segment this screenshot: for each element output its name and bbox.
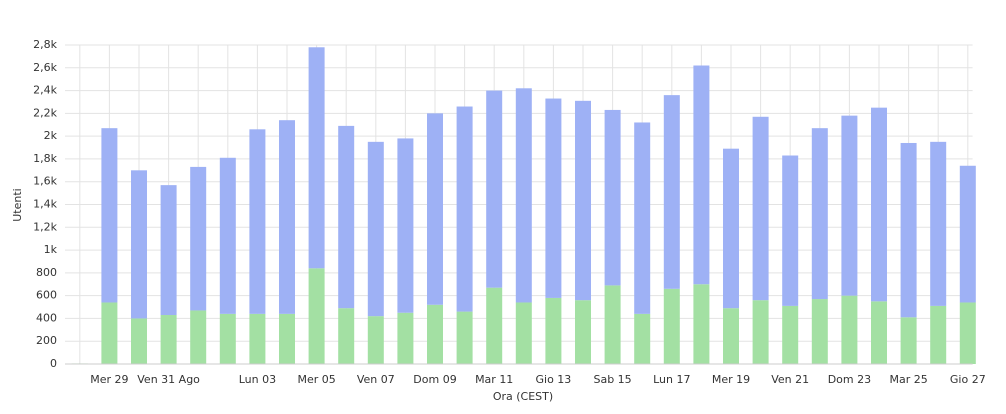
bar-segment xyxy=(279,313,295,364)
y-tick-label: 2,6k xyxy=(33,61,57,74)
y-tick-label: 2,2k xyxy=(33,106,57,119)
bar-segment xyxy=(249,313,266,364)
x-tick-label: Dom 09 xyxy=(413,373,456,386)
x-tick-label: Gio 27 xyxy=(950,373,986,386)
x-tick-label: Mar 11 xyxy=(475,373,513,386)
bar-segment xyxy=(397,138,414,313)
bar-segment xyxy=(279,120,295,314)
x-tick-label: Sab 15 xyxy=(593,373,631,386)
bar-segment xyxy=(160,315,177,364)
bar-segment xyxy=(219,157,236,314)
bar-segment xyxy=(634,122,651,314)
bar-segment xyxy=(959,165,976,303)
bar-segment xyxy=(752,116,769,301)
bar-segment xyxy=(841,115,858,296)
y-tick-label: 1,8k xyxy=(33,152,57,165)
bar-segment xyxy=(663,288,680,364)
bar-segment xyxy=(308,47,325,269)
bar-segment xyxy=(871,107,887,302)
bar-segment xyxy=(190,310,207,364)
bar-segment xyxy=(219,313,236,364)
y-tick-label: 2k xyxy=(44,129,58,142)
bar-segment xyxy=(900,142,917,318)
y-tick-label: 2,8k xyxy=(33,38,57,51)
bar-segment xyxy=(634,313,651,364)
bar-segment xyxy=(693,284,710,364)
bar-segment xyxy=(930,305,947,364)
x-tick-label: Ven 31 Ago xyxy=(137,373,200,386)
bar-segment xyxy=(959,302,976,364)
bar-segment xyxy=(160,185,177,316)
bar-segment xyxy=(575,100,591,301)
bar-segment xyxy=(693,65,710,285)
x-tick-label: Mer 05 xyxy=(297,373,335,386)
bar-segment xyxy=(723,148,739,309)
y-tick-label: 2,4k xyxy=(33,84,57,97)
y-tick-label: 600 xyxy=(36,289,57,302)
bar-segment xyxy=(663,95,680,289)
bar-segment xyxy=(545,297,562,364)
bar-segment xyxy=(249,129,266,314)
bar-segment xyxy=(367,141,384,317)
bar-segment xyxy=(397,312,414,364)
y-tick-label: 400 xyxy=(36,311,57,324)
y-tick-label: 1,2k xyxy=(33,220,57,233)
bar-segment xyxy=(101,302,118,364)
bar-segment xyxy=(515,302,532,364)
y-tick-label: 200 xyxy=(36,334,57,347)
bar-segment xyxy=(545,98,562,298)
bar-segment xyxy=(427,304,443,364)
bar-segment xyxy=(131,318,147,364)
bar-segment xyxy=(456,106,473,312)
bar-segment xyxy=(427,113,443,305)
bar-segment xyxy=(308,268,325,364)
x-tick-label: Mer 29 xyxy=(90,373,128,386)
bar-segment xyxy=(871,301,887,364)
y-tick-label: 1,4k xyxy=(33,198,57,211)
bar-segment xyxy=(782,155,799,306)
bar-segment xyxy=(723,308,739,364)
bar-segment xyxy=(515,88,532,303)
bar-segment xyxy=(811,299,828,364)
y-axis-title: Utenti xyxy=(11,188,24,221)
bar-segment xyxy=(486,90,503,288)
x-axis-title: Ora (CEST) xyxy=(493,390,553,403)
bar-segment xyxy=(841,295,858,364)
x-tick-label: Gio 13 xyxy=(535,373,571,386)
x-tick-label: Lun 03 xyxy=(239,373,276,386)
bar-segment xyxy=(101,128,118,303)
bar-segment xyxy=(190,166,207,311)
bar-segment xyxy=(486,287,503,364)
bar-segment xyxy=(811,128,828,300)
bar-segment xyxy=(367,316,384,364)
y-tick-label: 0 xyxy=(50,357,57,370)
bar-segment xyxy=(604,109,621,286)
x-tick-label: Mar 25 xyxy=(889,373,927,386)
bar-segment xyxy=(456,311,473,364)
bar-segment xyxy=(930,141,947,306)
bar-segment xyxy=(752,300,769,364)
bar-segment xyxy=(604,285,621,364)
bar-segment xyxy=(782,305,799,364)
bar-segment xyxy=(575,300,591,364)
bar-segment xyxy=(338,308,355,364)
bar-segment xyxy=(900,317,917,364)
y-tick-label: 1k xyxy=(44,243,58,256)
x-tick-label: Mer 19 xyxy=(712,373,750,386)
x-tick-label: Ven 07 xyxy=(357,373,395,386)
y-tick-label: 1,6k xyxy=(33,175,57,188)
x-tick-label: Lun 17 xyxy=(653,373,690,386)
x-tick-label: Dom 23 xyxy=(828,373,871,386)
bar-segment xyxy=(338,125,355,309)
x-tick-label: Ven 21 xyxy=(771,373,809,386)
bar-segment xyxy=(131,170,147,319)
y-tick-label: 800 xyxy=(36,266,57,279)
